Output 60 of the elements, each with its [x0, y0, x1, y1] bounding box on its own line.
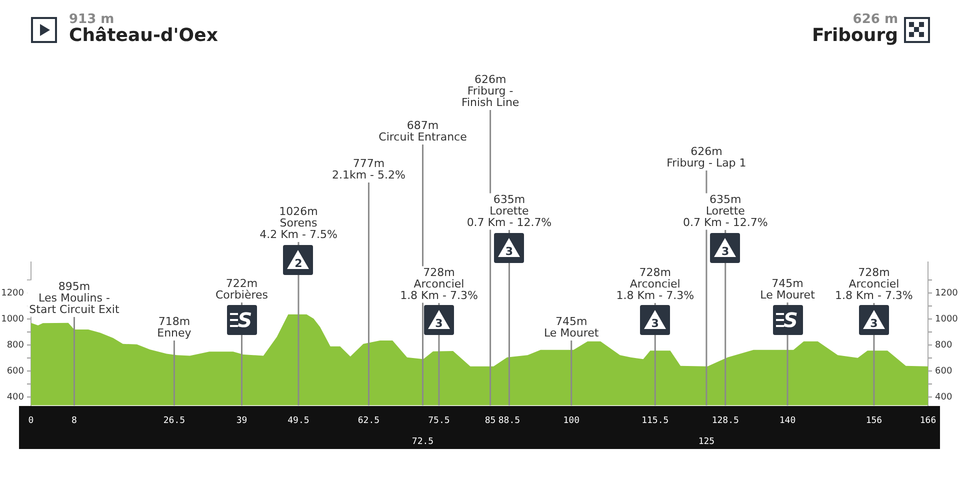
- ref-line-label: 687m Circuit Entrance: [378, 118, 468, 144]
- text: Château-d'Oex: [69, 25, 218, 46]
- ref-line-label: 626m Friburg - Lap 1: [666, 144, 746, 170]
- annotation: 3: [650, 317, 660, 330]
- stripes-icon: S: [772, 305, 802, 335]
- x-tick-label: 166: [920, 416, 936, 426]
- x-tick-label: 75.5: [428, 416, 450, 426]
- x2-tick-label: 125: [698, 436, 715, 447]
- x-tick-label: 140: [779, 416, 796, 426]
- mountain-icon: 3: [640, 305, 670, 335]
- y-tick-label: 800: [6, 340, 24, 350]
- x-tick-label: 85: [484, 416, 496, 426]
- annotation: 3: [869, 317, 879, 330]
- x-tick-label: 100: [563, 416, 580, 426]
- y-tick-label: 1200: [1, 288, 24, 298]
- text: 626 m: [852, 12, 898, 27]
- x-tick-label: 88.5: [498, 416, 520, 426]
- mountain-icon: 3: [424, 305, 454, 335]
- ref-line-label: 718m Enney: [157, 314, 192, 340]
- y-tick-label: 400: [6, 392, 24, 402]
- ref-line-label: 728m Arconciel 1.8 Km - 7.3%: [616, 266, 694, 302]
- ref-line-label: 635m Lorette 0.7 Km - 12.7%: [682, 192, 768, 229]
- ref-line-label: 728m Arconciel 1.8 Km - 7.3%: [400, 266, 478, 302]
- y2-tick-label: 1000: [935, 314, 958, 324]
- annotation: 3: [434, 317, 444, 330]
- annotation: 2: [294, 257, 304, 270]
- text: 913 m: [69, 12, 114, 27]
- ref-line-label: 745m Le Mouret: [544, 314, 600, 340]
- ref-line-label: 626m Friburg - Finish Line: [461, 72, 520, 109]
- y2-tick-label: 400: [935, 392, 952, 402]
- ref-line-label: 635m Lorette 0.7 Km - 12.7%: [466, 192, 552, 229]
- ref-line-label: 895m Les Moulins - Start Circuit Exit: [29, 280, 120, 316]
- y2-tick-label: 800: [935, 340, 952, 350]
- stripes-icon: S: [226, 305, 257, 335]
- annotation: S: [238, 308, 252, 332]
- x2-tick-label: 72.5: [412, 436, 434, 447]
- y2-tick-label: 600: [935, 366, 952, 376]
- x-tick-label: 39: [236, 416, 248, 426]
- ref-line-label: 777m 2.1km - 5.2%: [332, 156, 406, 182]
- x-tick-label: 62.5: [358, 416, 380, 426]
- x-tick-label: 49.5: [288, 416, 310, 426]
- y-tick-label: 1000: [1, 314, 24, 324]
- ref-line-label: 728m Arconciel 1.8 Km - 7.3%: [835, 266, 913, 302]
- x-tick-label: 8: [72, 416, 77, 426]
- mountain-icon: 3: [494, 233, 524, 263]
- x-tick-label: 115.5: [642, 416, 669, 426]
- y-tick-label: 600: [6, 366, 24, 376]
- x-tick-label: 0: [28, 416, 34, 426]
- ref-line-label: 722m Corbières: [215, 276, 268, 302]
- annotation: S: [784, 308, 798, 332]
- x-tick-label: 156: [866, 416, 882, 426]
- text: Fribourg: [812, 25, 898, 46]
- ref-line-label: 745m Le Mouret: [760, 276, 816, 302]
- mountain-icon: 3: [710, 233, 740, 263]
- y2-tick-label: 1200: [935, 288, 958, 298]
- ref-line-label: 1026m Sorens 4.2 Km - 7.5%: [260, 204, 338, 241]
- x-tick-label: 26.5: [163, 416, 186, 426]
- mountain-icon: 3: [858, 305, 889, 335]
- x-tick-label: 128.5: [712, 416, 739, 426]
- mountain-icon: 2: [283, 245, 314, 275]
